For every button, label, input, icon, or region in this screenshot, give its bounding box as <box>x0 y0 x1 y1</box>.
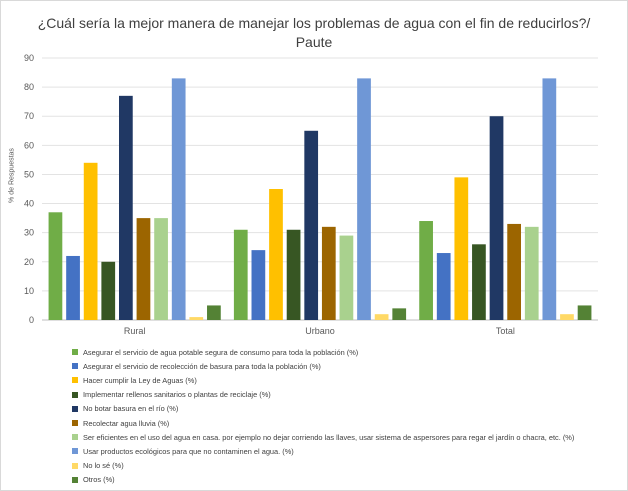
bar <box>269 189 283 320</box>
bar <box>339 235 354 320</box>
bar <box>321 226 336 320</box>
bar <box>66 255 80 320</box>
bar <box>233 229 248 320</box>
bar <box>489 116 504 320</box>
legend-label: Implementar rellenos sanitarios o planta… <box>83 390 271 400</box>
legend-label: No lo sé (%) <box>83 461 124 471</box>
bar <box>83 162 98 320</box>
legend-swatch <box>72 420 78 427</box>
x-tick-label: Urbano <box>305 326 335 336</box>
legend-label: Ser eficientes en el uso del agua en cas… <box>83 432 575 442</box>
bar <box>171 78 186 320</box>
legend-item: Recolectar agua lluvia (%) <box>72 416 574 430</box>
bar <box>577 305 592 320</box>
bar <box>101 261 116 320</box>
legend-label: Usar productos ecológicos para que no co… <box>83 446 294 456</box>
legend-swatch <box>72 434 78 441</box>
bar <box>524 226 539 320</box>
bar <box>472 244 486 320</box>
y-tick-label: 50 <box>24 169 34 179</box>
legend-label: Otros (%) <box>83 475 115 485</box>
legend-swatch <box>72 448 78 455</box>
legend-label: No botar basura en el río (%) <box>83 404 179 414</box>
bar <box>304 130 319 320</box>
legend-item: Ser eficientes en el uso del agua en cas… <box>72 430 574 444</box>
legend-item: Hacer cumplir la Ley de Aguas (%) <box>72 373 574 387</box>
legend-item: Asegurar el servicio de agua potable seg… <box>72 345 574 359</box>
chart-title: ¿Cuál sería la mejor manera de manejar l… <box>20 14 608 52</box>
legend-item: Usar productos ecológicos para que no co… <box>72 444 574 458</box>
legend-swatch <box>72 363 78 370</box>
bar <box>286 229 301 320</box>
x-tick-label: Rural <box>124 326 146 336</box>
legend-swatch <box>72 476 78 483</box>
bar <box>207 305 221 320</box>
bar <box>507 223 521 320</box>
bar <box>357 78 371 320</box>
bar <box>419 221 433 320</box>
chart-title-line1: ¿Cuál sería la mejor manera de manejar l… <box>37 15 591 31</box>
y-tick-label: 10 <box>24 286 34 296</box>
y-tick-label: 0 <box>29 315 34 325</box>
bar <box>436 253 451 320</box>
legend-label: Asegurar el servicio de agua potable seg… <box>83 347 359 357</box>
bar <box>542 78 557 320</box>
legend-item: Otros (%) <box>72 473 574 487</box>
legend-swatch <box>72 462 78 469</box>
y-tick-label: 20 <box>24 257 34 267</box>
y-tick-label: 30 <box>24 228 34 238</box>
bar <box>48 212 63 320</box>
chart-title-line2: Paute <box>295 34 333 50</box>
bar <box>189 317 204 320</box>
legend-item: Asegurar el servicio de recolección de b… <box>72 359 574 373</box>
y-tick-label: 70 <box>24 111 34 121</box>
legend-label: Recolectar agua lluvia (%) <box>83 418 170 428</box>
y-tick-label: 80 <box>24 82 34 92</box>
legend-swatch <box>72 391 78 398</box>
bar <box>119 95 133 320</box>
legend-swatch <box>72 405 78 412</box>
bar <box>454 177 469 320</box>
legend-item: Implementar rellenos sanitarios o planta… <box>72 388 574 402</box>
y-tick-label: 40 <box>24 199 34 209</box>
x-tick-label: Total <box>496 326 515 336</box>
legend-item: No lo sé (%) <box>72 459 574 473</box>
bar <box>374 314 389 320</box>
legend-swatch <box>72 377 78 384</box>
bar <box>251 250 266 320</box>
legend: Asegurar el servicio de agua potable seg… <box>72 345 574 487</box>
legend-swatch <box>72 349 78 356</box>
y-tick-label: 60 <box>24 140 34 150</box>
legend-label: Hacer cumplir la Ley de Aguas (%) <box>83 375 197 385</box>
y-tick-label: 90 <box>24 53 34 63</box>
legend-item: No botar basura en el río (%) <box>72 402 574 416</box>
bar <box>154 218 168 320</box>
bar <box>136 218 151 320</box>
legend-label: Asegurar el servicio de recolección de b… <box>83 361 321 371</box>
bar <box>560 314 574 320</box>
bar <box>392 308 407 320</box>
